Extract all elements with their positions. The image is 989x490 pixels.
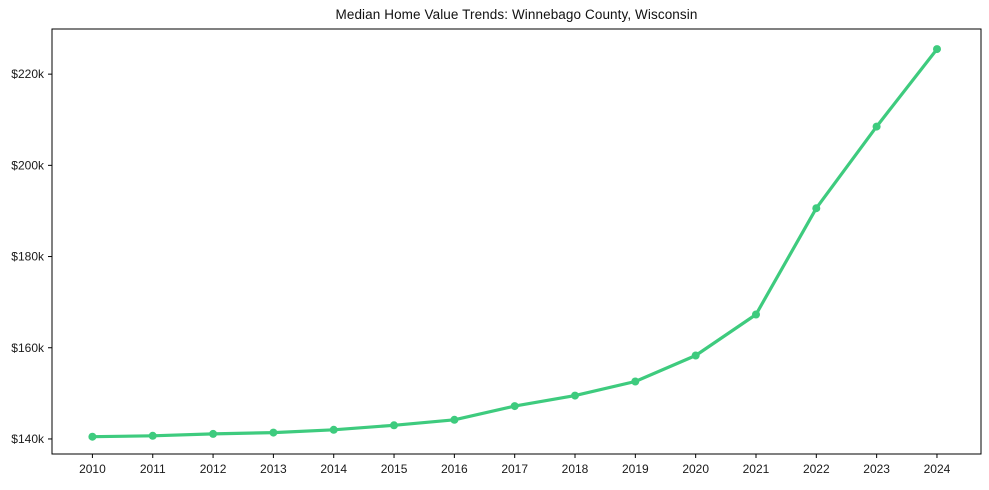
data-point-2019 — [631, 377, 640, 386]
data-point-2013 — [269, 428, 278, 437]
line-series — [90, 47, 939, 439]
x-tick-label: 2016 — [441, 462, 468, 476]
data-point-2021 — [752, 310, 760, 319]
data-point-2016 — [450, 415, 459, 424]
x-tick-label: 2015 — [381, 462, 408, 476]
y-tick-label: $200k — [11, 158, 45, 172]
x-tick-label: 2010 — [79, 462, 106, 476]
x-tick-label: 2013 — [260, 462, 287, 476]
data-point-2012 — [209, 429, 218, 438]
y-tick-label: $160k — [11, 341, 45, 355]
y-tick-label: $140k — [11, 432, 45, 446]
x-tick-label: 2023 — [863, 462, 890, 476]
x-tick-label: 2019 — [622, 462, 649, 476]
x-tick-label: 2014 — [320, 462, 347, 476]
chart-title: Median Home Value Trends: Winnebago Coun… — [335, 7, 698, 22]
x-tick-label: 2024 — [924, 462, 951, 476]
x-tick-label: 2020 — [682, 462, 709, 476]
x-tick-label: 2017 — [501, 462, 528, 476]
data-point-2022 — [812, 204, 821, 213]
x-tick-label: 2021 — [743, 462, 770, 476]
data-point-2015 — [390, 421, 398, 430]
y-tick-label: $220k — [11, 67, 45, 81]
x-tick-label: 2022 — [803, 462, 830, 476]
data-point-2017 — [510, 402, 519, 411]
data-point-2011 — [148, 431, 157, 440]
data-point-2024 — [933, 45, 941, 54]
data-point-2018 — [571, 391, 579, 400]
plot-frame — [51, 28, 982, 455]
data-point-2023 — [872, 122, 881, 131]
x-tick-label: 2018 — [562, 462, 589, 476]
data-point-2014 — [329, 425, 338, 434]
y-tick-label: $180k — [11, 250, 45, 264]
x-tick-label: 2012 — [200, 462, 227, 476]
data-point-2010 — [88, 432, 97, 441]
data-point-2020 — [691, 351, 700, 360]
x-tick-label: 2011 — [140, 462, 166, 476]
